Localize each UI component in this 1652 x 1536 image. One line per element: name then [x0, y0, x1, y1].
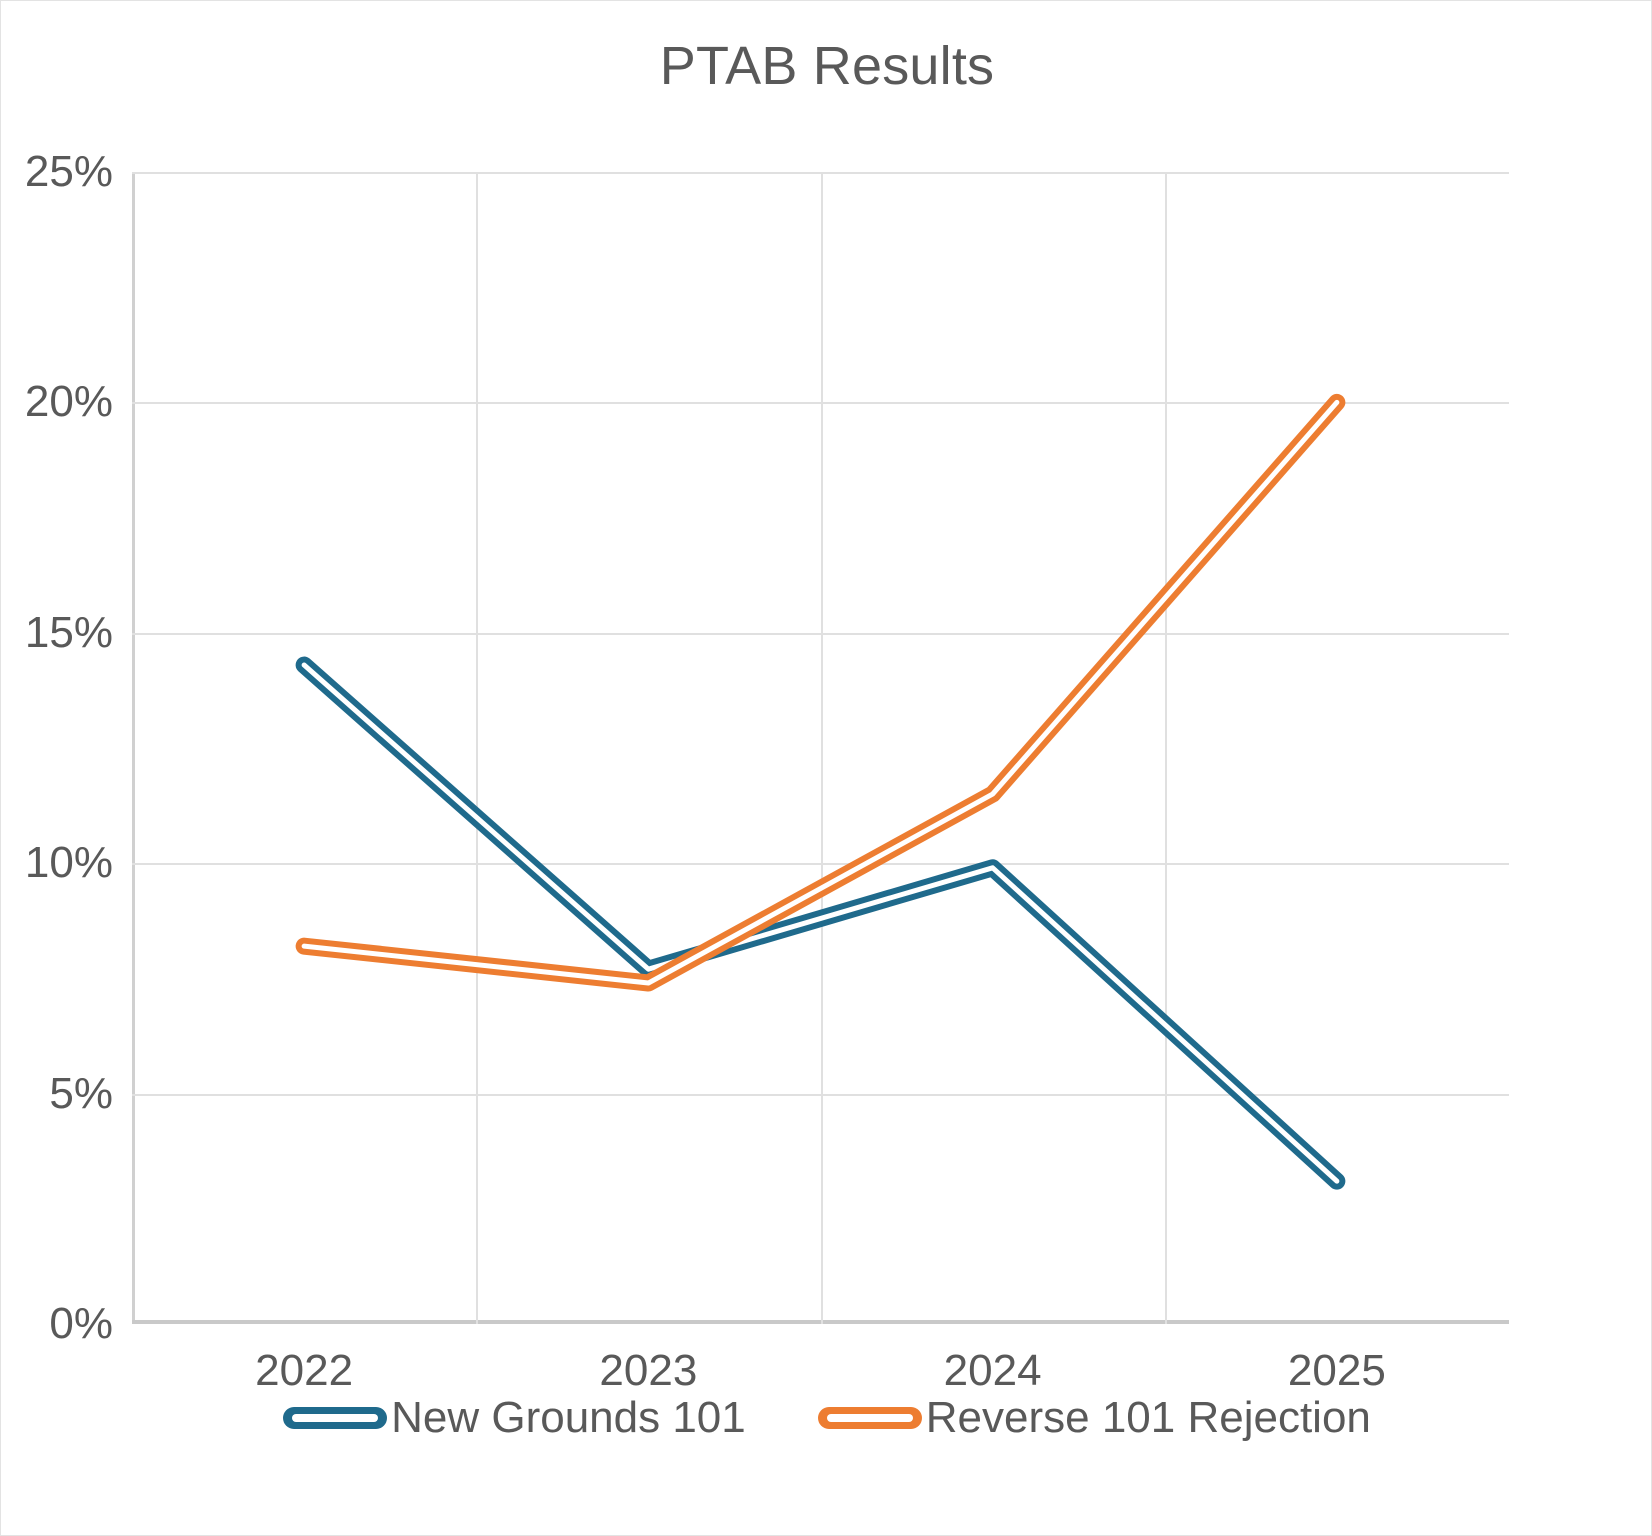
x-axis-tick-label: 2023 [599, 1346, 697, 1396]
legend-label: Reverse 101 Rejection [926, 1393, 1371, 1443]
legend-swatch-inner [827, 1414, 913, 1422]
gridline-vertical [821, 172, 823, 1324]
y-axis-tick-label: 25% [0, 147, 113, 197]
x-axis-tick-label: 2024 [944, 1346, 1042, 1396]
y-axis-tick-label: 20% [0, 377, 113, 427]
y-axis-line [132, 172, 135, 1324]
chart-title: PTAB Results [1, 35, 1652, 97]
gridline-vertical [1165, 172, 1167, 1324]
legend-item[interactable]: Reverse 101 Rejection [818, 1393, 1371, 1443]
y-axis-tick-label: 0% [0, 1299, 113, 1349]
x-axis-tick-label: 2022 [255, 1346, 353, 1396]
y-axis-tick-label: 5% [0, 1069, 113, 1119]
legend-swatch-inner [292, 1414, 378, 1422]
chart-container: PTAB Results 0% 5% 10% 15% 20% 25% 2022 2023 20… [0, 0, 1652, 1536]
legend-label: New Grounds 101 [391, 1393, 746, 1443]
chart-legend: New Grounds 101 Reverse 101 Rejection [1, 1393, 1652, 1443]
legend-swatch-icon [818, 1407, 922, 1429]
gridline-vertical [476, 172, 478, 1324]
y-axis-tick-label: 10% [0, 838, 113, 888]
x-axis-tick-label: 2025 [1288, 1346, 1386, 1396]
legend-swatch-icon [283, 1407, 387, 1429]
plot-area [132, 172, 1509, 1324]
y-axis-tick-label: 15% [0, 608, 113, 658]
legend-item[interactable]: New Grounds 101 [283, 1393, 746, 1443]
